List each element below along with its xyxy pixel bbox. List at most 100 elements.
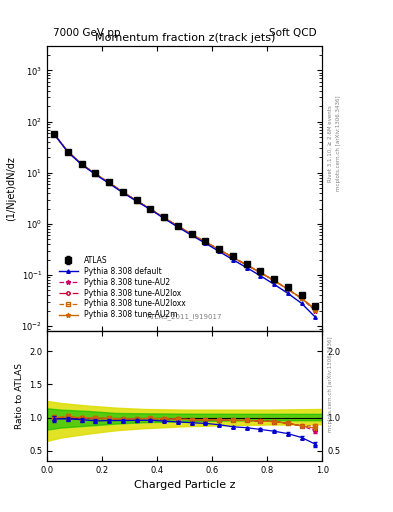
Pythia 8.308 tune-AU2m <box>313 307 318 313</box>
Pythia 8.308 tune-AU2lox <box>107 180 112 186</box>
Pythia 8.308 default <box>176 224 180 230</box>
Pythia 8.308 tune-AU2lox <box>299 295 304 302</box>
Pythia 8.308 tune-AU2m <box>148 206 152 212</box>
Pythia 8.308 tune-AU2m <box>299 295 304 302</box>
Pythia 8.308 tune-AU2loxx <box>203 239 208 245</box>
Pythia 8.308 default <box>51 131 57 137</box>
Pythia 8.308 tune-AU2loxx <box>299 295 304 302</box>
Pythia 8.308 tune-AU2m <box>162 215 167 221</box>
Pythia 8.308 tune-AU2 <box>148 206 152 212</box>
Line: Pythia 8.308 default: Pythia 8.308 default <box>52 133 317 319</box>
Title: Momentum fraction z(track jets): Momentum fraction z(track jets) <box>95 33 275 42</box>
Pythia 8.308 default <box>258 273 263 279</box>
Pythia 8.308 tune-AU2m <box>107 180 112 186</box>
Pythia 8.308 default <box>189 232 194 239</box>
Pythia 8.308 tune-AU2 <box>299 295 304 302</box>
Pythia 8.308 tune-AU2lox <box>272 278 277 284</box>
Pythia 8.308 tune-AU2m <box>121 189 125 195</box>
Pythia 8.308 tune-AU2lox <box>79 161 84 167</box>
Pythia 8.308 tune-AU2m <box>258 269 263 275</box>
Pythia 8.308 default <box>79 161 84 167</box>
Line: Pythia 8.308 tune-AU2loxx: Pythia 8.308 tune-AU2loxx <box>52 132 317 310</box>
Line: Pythia 8.308 tune-AU2m: Pythia 8.308 tune-AU2m <box>51 132 318 312</box>
Pythia 8.308 tune-AU2loxx <box>162 215 167 221</box>
Pythia 8.308 default <box>299 301 304 307</box>
Pythia 8.308 tune-AU2m <box>134 198 139 204</box>
Pythia 8.308 tune-AU2 <box>286 286 290 292</box>
Pythia 8.308 tune-AU2lox <box>65 148 70 155</box>
Line: Pythia 8.308 tune-AU2: Pythia 8.308 tune-AU2 <box>51 132 318 313</box>
Pythia 8.308 tune-AU2lox <box>203 239 208 245</box>
Pythia 8.308 tune-AU2loxx <box>79 161 84 167</box>
Text: ATLAS_2011_I919017: ATLAS_2011_I919017 <box>147 313 222 320</box>
Text: Soft QCD: Soft QCD <box>269 28 317 37</box>
Pythia 8.308 tune-AU2 <box>313 308 318 314</box>
Pythia 8.308 tune-AU2lox <box>231 254 235 261</box>
Pythia 8.308 tune-AU2loxx <box>148 206 152 212</box>
Pythia 8.308 default <box>286 290 290 296</box>
Legend: ATLAS, Pythia 8.308 default, Pythia 8.308 tune-AU2, Pythia 8.308 tune-AU2lox, Py: ATLAS, Pythia 8.308 default, Pythia 8.30… <box>57 253 188 322</box>
Pythia 8.308 tune-AU2loxx <box>244 262 249 268</box>
Pythia 8.308 tune-AU2loxx <box>51 131 57 137</box>
Pythia 8.308 default <box>231 257 235 263</box>
Y-axis label: (1/Njet)dN/dz: (1/Njet)dN/dz <box>6 156 16 221</box>
Pythia 8.308 tune-AU2m <box>189 231 194 237</box>
Pythia 8.308 tune-AU2 <box>121 189 125 195</box>
Text: 7000 GeV pp: 7000 GeV pp <box>53 28 120 37</box>
Pythia 8.308 tune-AU2loxx <box>313 306 318 312</box>
Pythia 8.308 tune-AU2lox <box>134 198 139 204</box>
Pythia 8.308 tune-AU2m <box>217 247 222 253</box>
Pythia 8.308 default <box>148 206 152 212</box>
Pythia 8.308 tune-AU2m <box>244 262 249 268</box>
Pythia 8.308 tune-AU2loxx <box>258 269 263 275</box>
Pythia 8.308 tune-AU2loxx <box>272 278 277 284</box>
Pythia 8.308 tune-AU2loxx <box>93 170 97 177</box>
Pythia 8.308 tune-AU2 <box>65 148 70 155</box>
Pythia 8.308 tune-AU2 <box>51 131 57 137</box>
Pythia 8.308 tune-AU2lox <box>313 307 318 313</box>
Pythia 8.308 default <box>65 149 70 155</box>
Pythia 8.308 tune-AU2 <box>258 269 263 275</box>
Pythia 8.308 default <box>121 189 125 196</box>
Pythia 8.308 tune-AU2loxx <box>231 254 235 261</box>
Pythia 8.308 tune-AU2loxx <box>65 148 70 155</box>
Pythia 8.308 tune-AU2m <box>65 148 70 155</box>
Pythia 8.308 tune-AU2 <box>107 180 112 186</box>
Pythia 8.308 tune-AU2lox <box>148 206 152 212</box>
Pythia 8.308 tune-AU2 <box>231 254 235 261</box>
Pythia 8.308 default <box>244 265 249 271</box>
Pythia 8.308 tune-AU2 <box>93 170 97 177</box>
Pythia 8.308 tune-AU2lox <box>258 269 263 275</box>
Pythia 8.308 tune-AU2 <box>162 215 167 221</box>
Pythia 8.308 default <box>217 248 222 254</box>
Pythia 8.308 tune-AU2m <box>231 254 235 261</box>
Pythia 8.308 tune-AU2lox <box>244 262 249 268</box>
Pythia 8.308 tune-AU2m <box>79 161 84 167</box>
Line: Pythia 8.308 tune-AU2lox: Pythia 8.308 tune-AU2lox <box>52 132 317 311</box>
Pythia 8.308 tune-AU2 <box>203 239 208 245</box>
Pythia 8.308 tune-AU2m <box>286 286 290 292</box>
Pythia 8.308 tune-AU2lox <box>51 131 57 137</box>
Pythia 8.308 tune-AU2m <box>51 131 57 137</box>
Pythia 8.308 tune-AU2lox <box>93 170 97 177</box>
Pythia 8.308 default <box>134 198 139 204</box>
Pythia 8.308 tune-AU2m <box>203 239 208 245</box>
Pythia 8.308 tune-AU2loxx <box>217 247 222 253</box>
Pythia 8.308 tune-AU2loxx <box>286 286 290 292</box>
Pythia 8.308 tune-AU2 <box>134 198 139 204</box>
Text: mcplots.cern.ch [arXiv:1306.3436]: mcplots.cern.ch [arXiv:1306.3436] <box>336 96 341 191</box>
Y-axis label: Ratio to ATLAS: Ratio to ATLAS <box>15 363 24 429</box>
Pythia 8.308 default <box>313 314 318 321</box>
Pythia 8.308 tune-AU2loxx <box>134 198 139 204</box>
Pythia 8.308 tune-AU2m <box>176 223 180 229</box>
Pythia 8.308 tune-AU2lox <box>189 231 194 237</box>
Pythia 8.308 tune-AU2 <box>176 223 180 229</box>
Pythia 8.308 tune-AU2loxx <box>176 223 180 229</box>
Pythia 8.308 tune-AU2 <box>189 231 194 237</box>
Pythia 8.308 default <box>107 180 112 186</box>
Pythia 8.308 default <box>93 172 97 178</box>
Pythia 8.308 tune-AU2 <box>244 262 249 268</box>
Pythia 8.308 default <box>203 240 208 246</box>
Pythia 8.308 tune-AU2lox <box>162 215 167 221</box>
Pythia 8.308 tune-AU2 <box>217 247 222 253</box>
